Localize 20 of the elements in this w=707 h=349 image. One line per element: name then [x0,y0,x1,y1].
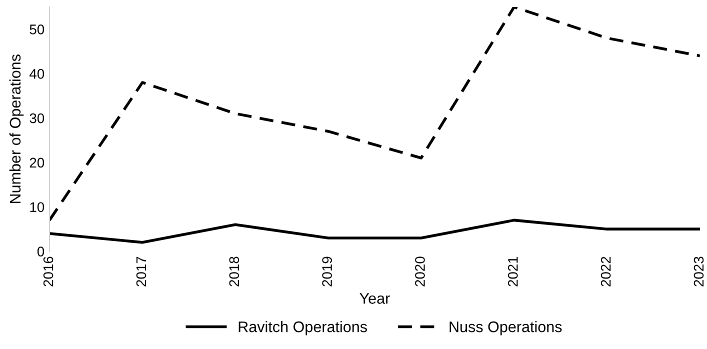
line-series [49,218,700,244]
x-tick-label: 2020 [415,256,425,286]
y-tick-label: 20 [30,158,44,168]
x-tick-label: 2017 [136,256,146,286]
x-tick-label: 2023 [694,256,704,286]
y-tick-label: 30 [30,113,44,124]
x-axis-title: Year [360,293,390,304]
x-tick-label: 2018 [229,256,240,286]
y-tick-label: 10 [30,202,44,212]
y-axis-title: Number of Operations [9,54,24,204]
legend-label: Nuss Operations [450,321,562,336]
legend-label: Ravitch Operations [238,321,367,336]
line-series [49,6,700,222]
y-tick-label: 50 [30,24,44,34]
y-tick-label: 0 [37,246,44,256]
y-tick-label: 40 [30,68,44,79]
x-tick-label: 2019 [322,256,332,286]
x-tick-label: 2016 [43,256,54,286]
x-tick-label: 2021 [508,256,518,286]
x-tick-label: 2022 [600,256,611,286]
